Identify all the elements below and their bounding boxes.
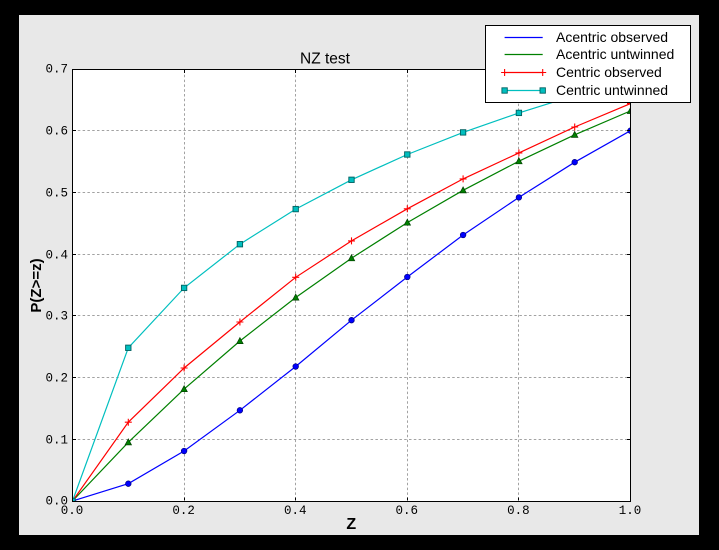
svg-text:0.4: 0.4 <box>45 249 68 263</box>
svg-text:0.2: 0.2 <box>172 504 195 518</box>
svg-text:1.0: 1.0 <box>619 504 642 518</box>
svg-text:0.0: 0.0 <box>45 495 68 509</box>
svg-text:0.7: 0.7 <box>45 63 68 77</box>
svg-text:Centric untwinned: Centric untwinned <box>556 82 668 98</box>
svg-text:0.6: 0.6 <box>396 504 419 518</box>
svg-text:P(Z>=z): P(Z>=z) <box>28 258 45 312</box>
svg-text:Z: Z <box>346 516 356 533</box>
svg-text:0.2: 0.2 <box>45 372 68 386</box>
svg-text:0.6: 0.6 <box>45 125 68 139</box>
svg-text:0.3: 0.3 <box>45 310 68 324</box>
svg-text:0.0: 0.0 <box>61 504 84 518</box>
svg-text:NZ test: NZ test <box>300 51 351 68</box>
svg-text:0.8: 0.8 <box>507 504 530 518</box>
svg-text:Centric observed: Centric observed <box>556 64 662 80</box>
svg-text:Acentric untwinned: Acentric untwinned <box>556 46 674 62</box>
svg-text:Acentric observed: Acentric observed <box>556 29 668 45</box>
svg-text:0.5: 0.5 <box>45 187 68 201</box>
svg-text:0.4: 0.4 <box>284 504 307 518</box>
svg-text:0.1: 0.1 <box>45 434 68 448</box>
